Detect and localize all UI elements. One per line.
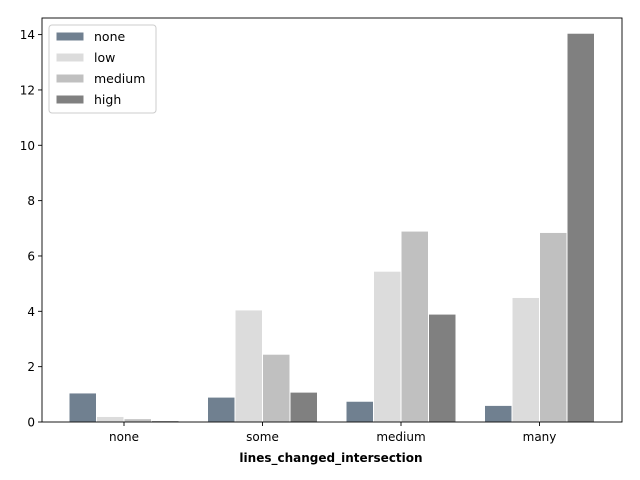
bars-layer bbox=[68, 32, 595, 423]
bar-none-medium bbox=[345, 400, 374, 423]
y-tick-label: 12 bbox=[20, 83, 35, 97]
x-tick-label: medium bbox=[376, 430, 425, 444]
legend-label-medium: medium bbox=[94, 71, 145, 86]
bar-high-many bbox=[566, 32, 595, 423]
bar-low-none bbox=[96, 415, 125, 423]
bar-none-many bbox=[484, 404, 513, 423]
legend-label-high: high bbox=[94, 92, 121, 107]
y-tick-label: 14 bbox=[20, 28, 35, 42]
legend: none low medium high bbox=[48, 24, 157, 114]
y-tick-label: 8 bbox=[27, 194, 35, 208]
y-tick-label: 6 bbox=[27, 249, 35, 263]
legend-label-none: none bbox=[94, 29, 125, 44]
legend-swatch-low bbox=[55, 52, 85, 63]
bar-low-medium bbox=[373, 270, 402, 423]
axes-layer: 0 2 4 6 8 10 12 14 none some medium many bbox=[20, 17, 623, 444]
bar-high-medium bbox=[428, 313, 457, 423]
legend-swatch-high bbox=[55, 94, 85, 105]
bar-none-none bbox=[68, 392, 97, 423]
y-tick-label: 0 bbox=[27, 416, 35, 430]
x-tick-label: many bbox=[523, 430, 557, 444]
bar-medium-many bbox=[539, 231, 568, 423]
legend-swatch-medium bbox=[55, 73, 85, 84]
y-tick-label: 4 bbox=[27, 305, 35, 319]
y-tick-label: 10 bbox=[20, 139, 35, 153]
y-tick-label: 2 bbox=[27, 360, 35, 374]
plot-frame bbox=[41, 17, 623, 423]
bar-none-some bbox=[207, 396, 236, 423]
bar-medium-medium bbox=[400, 230, 429, 423]
legend-label-low: low bbox=[94, 50, 115, 65]
legend-box bbox=[48, 24, 157, 114]
x-axis-label: lines_changed_intersection bbox=[239, 451, 422, 466]
bar-medium-some bbox=[262, 353, 291, 423]
x-tick-label: none bbox=[109, 430, 139, 444]
bar-low-some bbox=[234, 309, 263, 423]
bar-high-some bbox=[289, 391, 318, 423]
legend-swatch-none bbox=[55, 31, 85, 42]
x-tick-label: some bbox=[246, 430, 279, 444]
bar-low-many bbox=[511, 296, 540, 423]
bar-medium-none bbox=[123, 418, 152, 423]
